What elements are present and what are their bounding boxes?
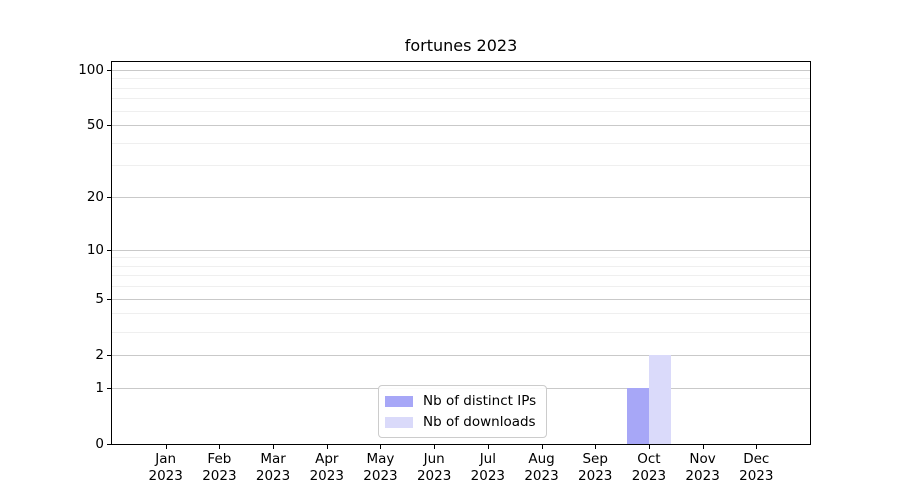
x-tick-label: Nov 2023 — [675, 451, 731, 485]
gridline-major — [112, 69, 810, 71]
y-tick-label: 20 — [86, 189, 104, 206]
x-tick-label: Aug 2023 — [514, 451, 570, 485]
x-tick-mark — [273, 445, 275, 449]
legend-label-downloads: Nb of downloads — [423, 414, 536, 430]
y-tick-mark — [107, 69, 111, 71]
x-tick-mark — [541, 445, 543, 449]
x-tick-year: 2023 — [739, 468, 774, 484]
x-tick-mark — [165, 445, 167, 449]
y-tick-mark — [107, 197, 111, 199]
x-tick-label: Jan 2023 — [138, 451, 194, 485]
legend-label-distinct-ips: Nb of distinct IPs — [423, 393, 537, 409]
x-tick-label: Jun 2023 — [406, 451, 462, 485]
x-tick-mark — [487, 445, 489, 449]
gridline-minor — [112, 313, 810, 315]
x-tick-label: Mar 2023 — [245, 451, 301, 485]
x-tick-month: Dec — [743, 451, 770, 467]
x-tick-month: Sep — [582, 451, 608, 467]
y-tick-label: 10 — [86, 241, 104, 258]
y-tick-mark — [107, 298, 111, 300]
legend-swatch-distinct-ips — [385, 395, 413, 407]
gridline-major — [112, 125, 810, 127]
gridline-minor — [112, 142, 810, 144]
x-tick-month: Oct — [637, 451, 661, 467]
y-tick-label: 0 — [95, 436, 104, 452]
gridline-minor — [112, 98, 810, 100]
gridline-major — [112, 249, 810, 251]
y-tick-mark — [107, 387, 111, 389]
x-tick-month: May — [366, 451, 395, 467]
bar-distinct-ips — [626, 387, 649, 444]
x-tick-month: Nov — [689, 451, 716, 467]
y-tick-label: 50 — [86, 117, 104, 134]
x-tick-year: 2023 — [148, 468, 183, 484]
x-tick-year: 2023 — [309, 468, 344, 484]
x-tick-mark — [434, 445, 436, 449]
x-tick-month: Jun — [423, 451, 445, 467]
y-tick-mark — [107, 444, 111, 445]
y-tick-mark — [107, 249, 111, 251]
y-tick-label: 5 — [95, 290, 104, 307]
x-tick-year: 2023 — [524, 468, 559, 484]
legend: Nb of distinct IPs Nb of downloads — [378, 385, 548, 438]
y-tick-label: 2 — [95, 346, 104, 363]
gridline-major — [112, 298, 810, 300]
legend-entry-distinct-ips: Nb of distinct IPs — [385, 392, 536, 410]
x-tick-year: 2023 — [578, 468, 613, 484]
x-tick-month: Feb — [207, 451, 232, 467]
x-tick-month: Aug — [528, 451, 555, 467]
gridline-minor — [112, 286, 810, 288]
x-tick-year: 2023 — [470, 468, 506, 484]
x-tick-month: Apr — [315, 451, 339, 467]
y-tick-mark — [107, 125, 111, 127]
x-tick-mark — [595, 445, 597, 449]
bar-downloads — [648, 354, 671, 444]
gridline-minor — [112, 87, 810, 89]
x-tick-year: 2023 — [685, 468, 720, 484]
x-tick-label: Feb 2023 — [191, 451, 247, 485]
gridline-minor — [112, 78, 810, 80]
y-tick-label: 1 — [95, 379, 104, 396]
chart-title: fortunes 2023 — [404, 36, 518, 55]
gridline-minor — [112, 265, 810, 267]
x-tick-label: Jul 2023 — [460, 451, 516, 485]
x-tick-year: 2023 — [416, 468, 452, 484]
x-tick-mark — [702, 445, 704, 449]
gridline-minor — [112, 165, 810, 167]
legend-swatch-downloads — [385, 416, 413, 428]
x-tick-month: Jul — [479, 451, 496, 467]
x-tick-year: 2023 — [363, 468, 398, 484]
x-tick-year: 2023 — [255, 468, 291, 484]
x-tick-label: Apr 2023 — [299, 451, 355, 485]
x-tick-mark — [219, 445, 221, 449]
x-tick-year: 2023 — [631, 468, 667, 484]
gridline-minor — [112, 110, 810, 112]
x-tick-label: Dec 2023 — [728, 451, 784, 485]
x-tick-label: Sep 2023 — [567, 451, 623, 485]
gridline-major — [112, 354, 810, 356]
plot-area: Nb of distinct IPs Nb of downloads — [111, 61, 811, 445]
gridline-minor — [112, 257, 810, 259]
x-tick-month: Jan — [155, 451, 177, 467]
x-tick-mark — [380, 445, 382, 449]
gridline-minor — [112, 331, 810, 333]
x-tick-mark — [326, 445, 328, 449]
x-tick-mark — [756, 445, 758, 449]
y-tick-mark — [107, 354, 111, 356]
x-tick-mark — [648, 445, 650, 449]
gridline-minor — [112, 275, 810, 277]
x-tick-year: 2023 — [202, 468, 237, 484]
legend-entry-downloads: Nb of downloads — [385, 413, 536, 431]
y-tick-label: 100 — [78, 61, 104, 78]
x-tick-label: Oct 2023 — [621, 451, 677, 485]
gridline-major — [112, 197, 810, 199]
x-tick-month: Mar — [260, 451, 286, 467]
x-tick-label: May 2023 — [352, 451, 408, 485]
